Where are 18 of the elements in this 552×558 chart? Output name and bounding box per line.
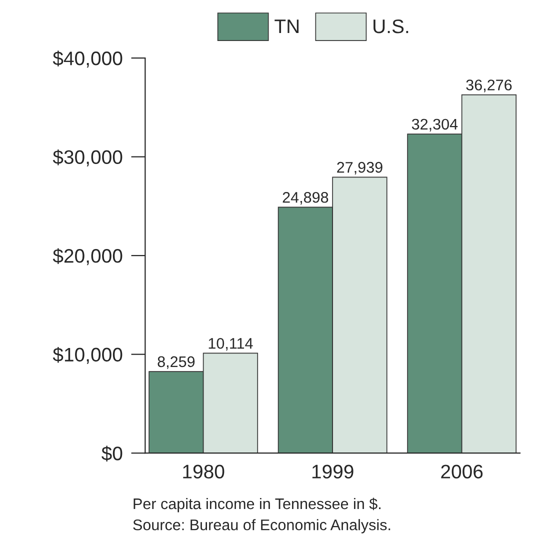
- legend-label: TN: [274, 20, 299, 34]
- source-note: Source: Bureau of Economic Analysis.: [133, 519, 390, 534]
- legend-label: U.S.: [374, 19, 408, 34]
- x-tick-label: 2006: [441, 464, 483, 478]
- y-tick-label: $10,000: [52, 346, 122, 364]
- x-tick-label: 1980: [183, 464, 224, 478]
- y-tick-label: $40,000: [52, 50, 122, 68]
- data-label: 8,259: [158, 356, 195, 369]
- data-label: 10,114: [208, 338, 253, 351]
- data-label: 24,898: [282, 192, 328, 205]
- data-label: 32,304: [412, 118, 458, 132]
- y-tick-label: $30,000: [52, 149, 122, 166]
- data-label: 36,276: [466, 80, 512, 92]
- text: Per capita income in Tennessee in $.: [134, 498, 380, 512]
- x-tick-label: 1999: [312, 464, 354, 478]
- data-label: 27,939: [337, 162, 382, 175]
- y-tick-label: $20,000: [52, 248, 122, 266]
- y-tick-label: $0: [102, 446, 122, 462]
